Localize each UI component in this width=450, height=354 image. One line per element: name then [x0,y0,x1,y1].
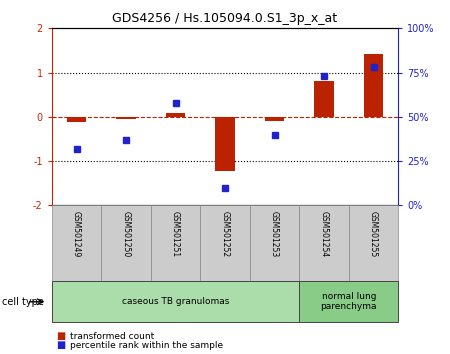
Bar [52,205,101,281]
Text: cell type: cell type [2,297,44,307]
Bar [101,205,151,281]
Text: GSM501252: GSM501252 [220,211,230,257]
Text: GSM501251: GSM501251 [171,211,180,257]
Bar [52,281,299,322]
Bar [200,205,250,281]
Bar [215,117,235,171]
Bar [67,117,86,122]
Bar [265,117,284,121]
Text: ■: ■ [56,340,66,350]
Bar [364,54,383,117]
Text: GSM501254: GSM501254 [320,211,328,258]
Bar [250,205,299,281]
Text: percentile rank within the sample: percentile rank within the sample [70,341,223,350]
Text: transformed count: transformed count [70,332,154,341]
Text: caseous TB granulomas: caseous TB granulomas [122,297,229,306]
Text: GSM501253: GSM501253 [270,211,279,258]
Bar [314,81,334,117]
Text: GSM501249: GSM501249 [72,211,81,258]
Text: ■: ■ [56,331,66,341]
Bar [116,117,136,119]
Text: GDS4256 / Hs.105094.0.S1_3p_x_at: GDS4256 / Hs.105094.0.S1_3p_x_at [112,12,338,25]
Text: GSM501255: GSM501255 [369,211,378,258]
Bar [299,281,398,322]
Text: GSM501250: GSM501250 [122,211,130,258]
Bar [151,205,200,281]
Bar [166,113,185,117]
Text: normal lung
parenchyma: normal lung parenchyma [320,292,377,312]
Bar [349,205,398,281]
Bar [299,205,349,281]
